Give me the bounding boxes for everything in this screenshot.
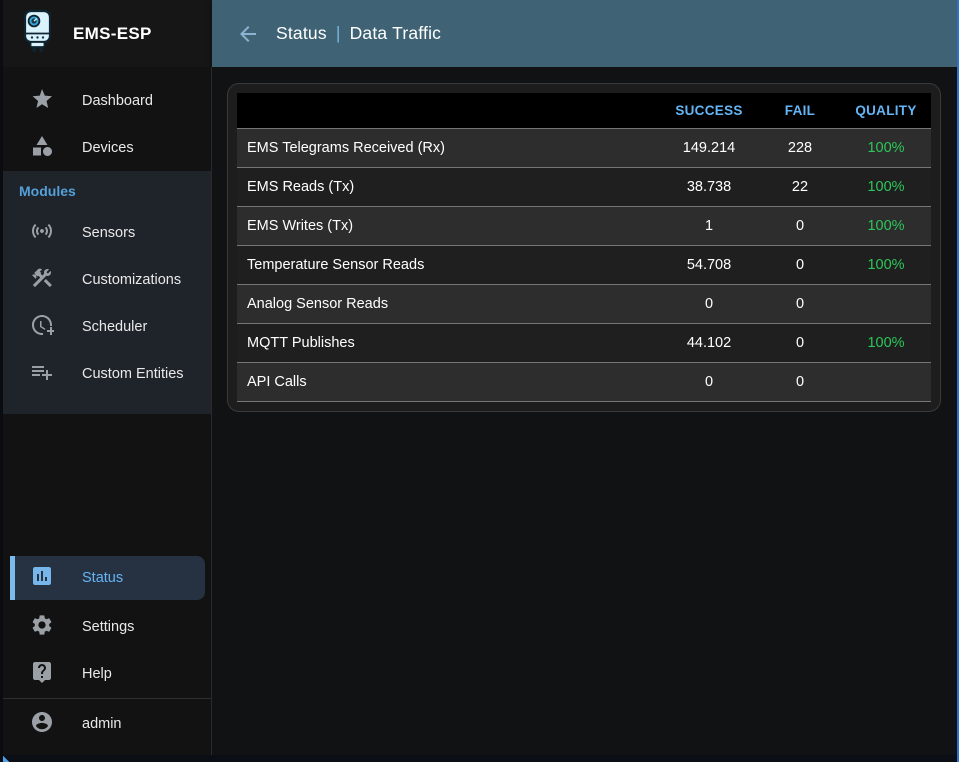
sidebar-item-label: Dashboard [82,92,153,109]
metric-name: EMS Reads (Tx) [237,166,659,206]
window-bottom-edge [3,755,957,762]
category-icon [30,134,54,162]
metric-fail: 228 [759,127,841,167]
sidebar-item-admin[interactable]: admin [3,699,211,749]
brand-header: EMS-ESP [3,0,212,67]
metric-name: Analog Sensor Reads [237,283,659,323]
sidebar-item-dashboard[interactable]: Dashboard [3,77,211,124]
sidebar-item-label: Custom Entities [82,365,184,382]
body-row: Dashboard Devices Modules Sensors [3,67,957,755]
sidebar-spacer [3,414,211,556]
metric-quality: 100% [841,127,931,167]
breadcrumb-separator: | [335,23,341,43]
sidebar-item-label: Settings [82,618,135,635]
sidebar-primary-group: Dashboard Devices [3,67,211,171]
table-row: MQTT Publishes 44.102 0 100% [237,322,931,362]
app-title: EMS-ESP [73,23,152,43]
table-row: EMS Telegrams Received (Rx) 149.214 228 … [237,127,931,167]
metric-fail: 0 [759,322,841,362]
metric-success: 0 [659,361,759,402]
appbar: Status | Data Traffic [212,0,957,67]
playlist-add-icon [30,360,54,388]
metric-quality: 100% [841,244,931,284]
metric-quality: 100% [841,322,931,362]
top-row: EMS-ESP Status | Data Traffic [3,0,957,67]
analytics-icon [30,564,54,592]
metric-name: EMS Writes (Tx) [237,205,659,245]
table-header-row: SUCCESS FAIL QUALITY [237,93,931,128]
data-traffic-card: SUCCESS FAIL QUALITY EMS Telegrams Recei… [227,83,941,412]
metric-fail: 0 [759,283,841,323]
metric-success: 54.708 [659,244,759,284]
sidebar-item-devices[interactable]: Devices [3,124,211,171]
table-row: Temperature Sensor Reads 54.708 0 100% [237,244,931,284]
account-circle-icon [30,710,54,738]
metric-success: 44.102 [659,322,759,362]
metric-success: 1 [659,205,759,245]
column-header-quality: QUALITY [841,93,931,128]
sidebar-item-label: Devices [82,139,134,156]
metric-name: MQTT Publishes [237,322,659,362]
table-row: API Calls 0 0 [237,361,931,402]
table-row: EMS Reads (Tx) 38.738 22 100% [237,166,931,206]
metric-success: 38.738 [659,166,759,206]
metric-name: API Calls [237,361,659,402]
boiler-icon [20,8,56,59]
sidebar-item-label: Help [82,665,112,682]
sidebar-item-label: admin [82,716,122,732]
metric-success: 149.214 [659,127,759,167]
data-traffic-table: SUCCESS FAIL QUALITY EMS Telegrams Recei… [237,93,931,402]
sidebar: Dashboard Devices Modules Sensors [3,67,212,755]
sidebar-item-label: Sensors [82,224,136,241]
construction-icon [30,266,54,294]
more-time-icon [30,313,55,341]
sidebar-item-customizations[interactable]: Customizations [3,256,211,303]
star-icon [30,87,54,115]
table-row: Analog Sensor Reads 0 0 [237,283,931,323]
breadcrumb-section: Status [276,23,327,43]
live-help-icon [30,660,54,688]
arrow-back-icon[interactable] [236,22,260,46]
metric-fail: 0 [759,244,841,284]
table-row: EMS Writes (Tx) 1 0 100% [237,205,931,245]
metric-quality: 100% [841,166,931,206]
main-content: SUCCESS FAIL QUALITY EMS Telegrams Recei… [212,67,957,755]
sidebar-divider [3,698,211,699]
sidebar-item-label: Customizations [82,271,182,288]
metric-name: EMS Telegrams Received (Rx) [237,127,659,167]
metric-quality [841,361,931,402]
sidebar-modules-group: Modules Sensors Customizations [3,171,211,414]
sensors-icon [30,219,54,247]
metric-quality [841,283,931,323]
metric-quality: 100% [841,205,931,245]
sidebar-item-status[interactable]: Status [10,556,205,600]
metric-fail: 22 [759,166,841,206]
metric-name: Temperature Sensor Reads [237,244,659,284]
modules-section-header: Modules [19,183,76,199]
sidebar-item-custom-entities[interactable]: Custom Entities [3,350,211,397]
column-header-name [237,93,659,128]
sidebar-item-sensors[interactable]: Sensors [3,209,211,256]
sidebar-item-settings[interactable]: Settings [3,603,211,650]
column-header-fail: FAIL [759,93,841,128]
sidebar-item-label: Status [82,570,124,586]
gear-icon [30,613,54,641]
metric-fail: 0 [759,361,841,402]
column-header-success: SUCCESS [659,93,759,128]
metric-success: 0 [659,283,759,323]
sidebar-item-scheduler[interactable]: Scheduler [3,303,211,350]
sidebar-item-label: Scheduler [82,318,148,335]
page-title: Data Traffic [349,23,442,43]
metric-fail: 0 [759,205,841,245]
sidebar-item-help[interactable]: Help [3,650,211,697]
